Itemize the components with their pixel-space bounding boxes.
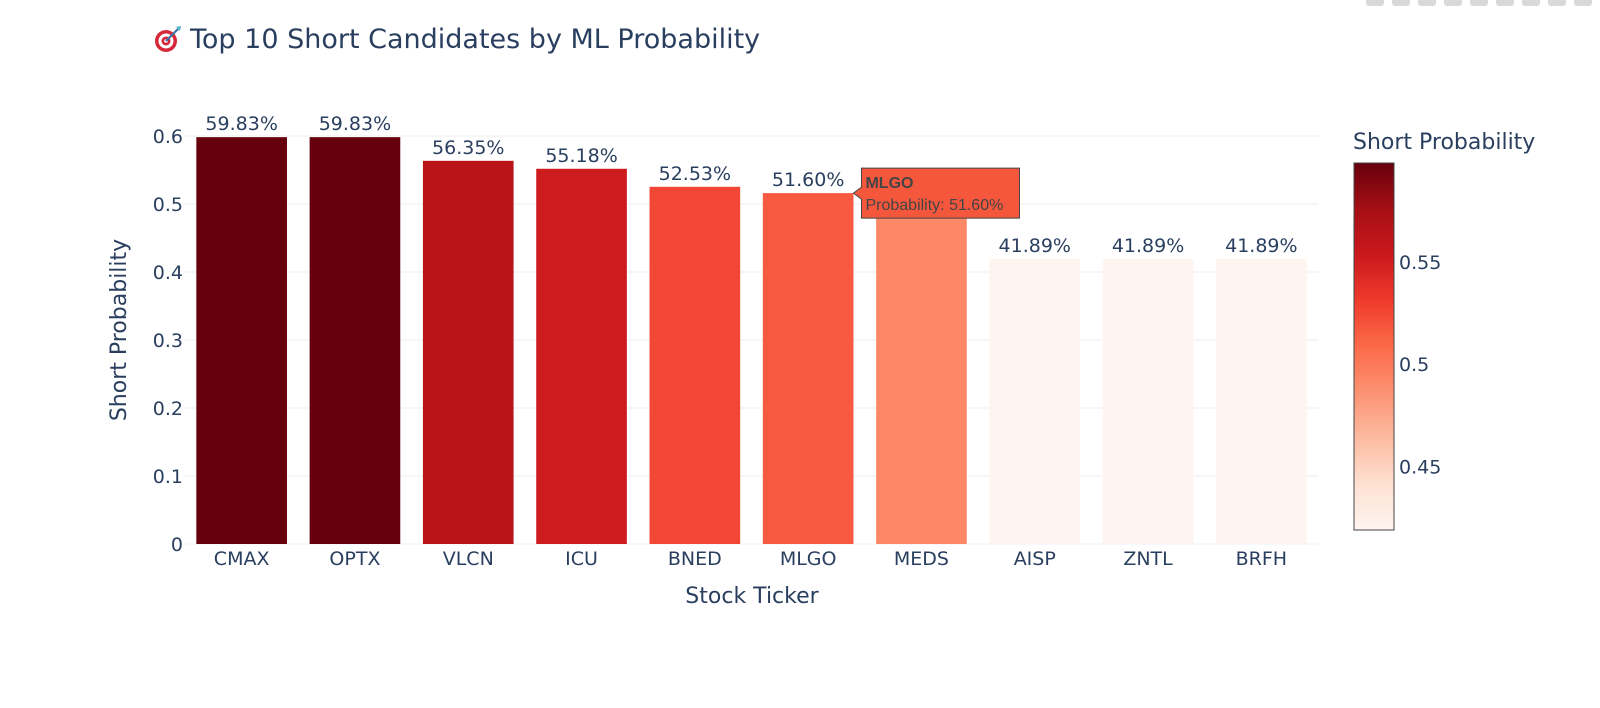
y-axis-ticks: 0 0.1 0.2 0.3 0.4 0.5 0.6: [153, 126, 183, 556]
chart-title-group: Top 10 Short Candidates by ML Probabilit…: [155, 24, 760, 55]
bar-value-label: 41.89%: [1225, 235, 1297, 257]
bar-icu[interactable]: [536, 168, 627, 544]
box-select-icon[interactable]: [1444, 0, 1462, 6]
bar-meds[interactable]: [876, 209, 967, 544]
x-tick-label: OPTX: [329, 548, 380, 570]
bar-bned[interactable]: [649, 186, 741, 544]
y-tick-label: 0.6: [153, 126, 183, 148]
bar-brfh[interactable]: [1216, 259, 1307, 544]
bar-value-label: 41.89%: [999, 235, 1071, 257]
colorbar-tick-label: 0.5: [1399, 354, 1429, 376]
bar-value-label: 41.89%: [1112, 235, 1184, 257]
x-tick-label: MLGO: [780, 548, 837, 570]
lasso-icon[interactable]: [1470, 0, 1488, 6]
tooltip-box: [852, 167, 1020, 219]
bar-value-label: 52.53%: [659, 163, 731, 185]
x-tick-label: AISP: [1014, 548, 1056, 570]
colorbar-tick-label: 0.45: [1399, 456, 1441, 478]
x-tick-label: BRFH: [1236, 548, 1287, 570]
colorbar-tick-label: 0.55: [1399, 252, 1441, 274]
y-tick-label: 0: [171, 534, 183, 556]
plot-modebar[interactable]: [1366, 0, 1592, 8]
y-tick-label: 0.2: [153, 398, 183, 420]
bars: [196, 137, 1307, 544]
x-tick-label: CMAX: [214, 548, 270, 570]
bar-value-label: 55.18%: [545, 145, 617, 167]
tooltip-text: Probability: 51.60%: [865, 197, 1003, 214]
y-tick-label: 0.3: [153, 330, 183, 352]
tooltip-title: MLGO: [865, 175, 913, 192]
y-tick-label: 0.4: [153, 262, 183, 284]
x-tick-label: ZNTL: [1123, 548, 1173, 570]
y-tick-label: 0.1: [153, 466, 183, 488]
bar-cmax[interactable]: [196, 137, 287, 544]
bar-optx[interactable]: [309, 137, 401, 544]
bar-value-label: 59.83%: [319, 113, 391, 135]
x-axis-title: Stock Ticker: [685, 584, 819, 609]
bar-value-label: 59.83%: [205, 113, 277, 135]
y-axis-title: Short Probability: [107, 239, 132, 421]
bar-value-labels: 59.83% 59.83% 56.35% 55.18% 52.53% 51.60% 41.8…: [205, 113, 1297, 257]
x-tick-label: MEDS: [894, 548, 949, 570]
colorbar-title: Short Probability: [1353, 130, 1535, 155]
x-tick-label: BNED: [668, 548, 722, 570]
zoom-icon[interactable]: [1392, 0, 1410, 6]
bar-aisp[interactable]: [989, 259, 1081, 544]
colorbar-ticks: 0.45 0.5 0.55: [1399, 252, 1441, 479]
pan-icon[interactable]: [1418, 0, 1436, 6]
bar-zntl[interactable]: [1102, 259, 1194, 544]
colorbar-scale: [1353, 162, 1395, 531]
colorbar: Short Probability 0.45 0.5 0.55: [1353, 130, 1535, 531]
x-tick-label: ICU: [565, 548, 598, 570]
bar-value-label: 56.35%: [432, 137, 504, 159]
hover-tooltip: MLGO Probability: 51.60%: [852, 167, 1020, 219]
target-icon: [155, 26, 181, 52]
x-tick-label: VLCN: [443, 548, 494, 570]
autoscale-icon[interactable]: [1548, 0, 1566, 6]
zoom-out-icon[interactable]: [1522, 0, 1540, 6]
zoom-in-icon[interactable]: [1496, 0, 1514, 6]
y-tick-label: 0.5: [153, 194, 183, 216]
bar-vlcn[interactable]: [422, 160, 514, 544]
bar-value-label: 51.60%: [772, 169, 844, 191]
reset-axes-icon[interactable]: [1574, 0, 1592, 6]
bar-mlgo[interactable]: [762, 193, 854, 544]
chart-title: Top 10 Short Candidates by ML Probabilit…: [189, 24, 760, 55]
camera-icon[interactable]: [1366, 0, 1384, 6]
x-axis-ticks: CMAX OPTX VLCN ICU BNED MLGO MEDS AISP ZNTL BRFH: [214, 548, 1287, 570]
